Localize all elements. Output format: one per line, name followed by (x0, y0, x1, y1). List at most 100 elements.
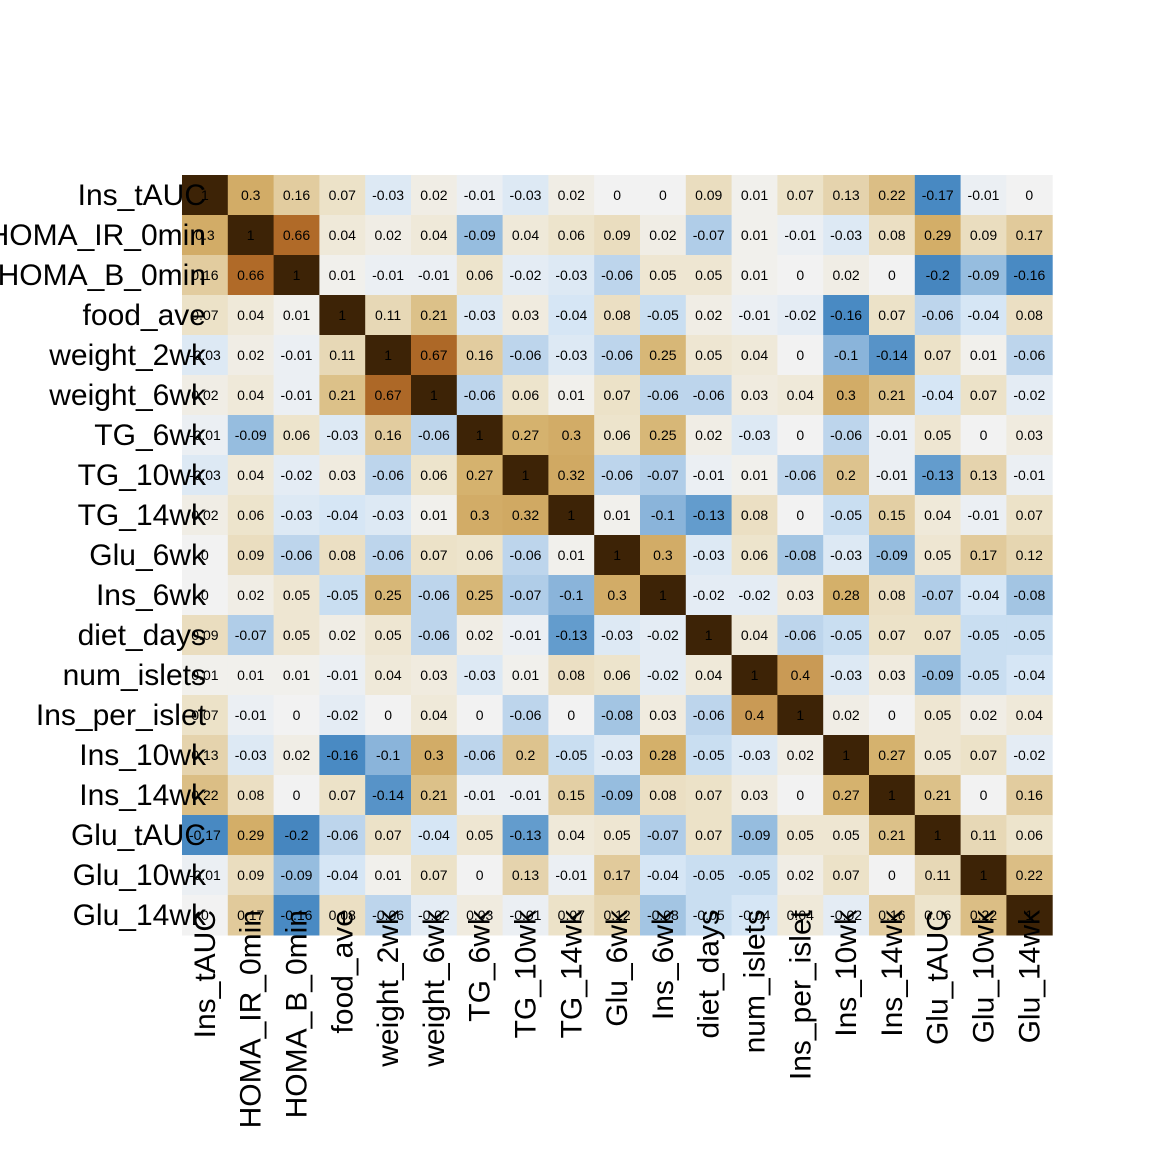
heatmap-cell-7-11 (685, 455, 733, 496)
heatmap-cell-1-1 (227, 215, 275, 256)
heatmap-cell-3-13 (777, 295, 824, 336)
heatmap-cell-8-16 (914, 495, 962, 536)
cell-value-label: 0.02 (283, 747, 310, 763)
row-label: Ins_6wk (96, 579, 207, 612)
heatmap-cell-11-8 (548, 615, 595, 656)
heatmap-cell-10-5 (411, 575, 458, 616)
heatmap-cell-2-17 (960, 255, 1007, 296)
cell-value-label: 0.11 (329, 347, 355, 363)
heatmap-cell-6-16 (914, 415, 962, 456)
cell-value-label: 0.02 (374, 227, 401, 243)
heatmap-cell-6-6 (456, 415, 504, 456)
cell-value-label: -0.14 (372, 787, 404, 803)
cell-value-label: 0.05 (924, 547, 951, 563)
column-label: Ins_tAUC (189, 910, 222, 1038)
heatmap-cell-9-12 (731, 535, 778, 576)
heatmap-cell-12-3 (319, 655, 366, 696)
heatmap-cell-14-3 (319, 735, 366, 776)
heatmap-cell-7-18 (1006, 455, 1053, 496)
cell-value-label: 0.02 (191, 507, 218, 523)
cell-value-label: 0.21 (420, 307, 447, 323)
cell-value-label: 0.06 (1016, 827, 1043, 843)
heatmap-cell-8-18 (1006, 495, 1053, 536)
heatmap-cell-14-15 (869, 735, 916, 776)
heatmap-cell-13-7 (502, 695, 549, 736)
heatmap-cell-3-2 (273, 295, 320, 336)
cell-value-label: 0.08 (1016, 307, 1043, 323)
cell-value-label: 0.05 (283, 587, 310, 603)
row-label: num_islets (63, 659, 206, 692)
cell-value-label: 0.04 (237, 307, 264, 323)
heatmap-cell-17-6 (456, 855, 504, 896)
cell-value-label: 0.17 (603, 867, 630, 883)
cell-value-label: 1 (522, 467, 530, 483)
cell-value-label: 0.09 (695, 187, 722, 203)
cell-value-label: -0.02 (830, 907, 862, 923)
heatmap-cell-11-16 (914, 615, 962, 656)
heatmap-cell-12-12 (731, 655, 778, 696)
heatmap-cell-16-3 (319, 815, 366, 856)
cell-value-label: 0.21 (329, 387, 356, 403)
heatmap-cell-4-13 (777, 335, 824, 376)
heatmap-cell-9-18 (1006, 535, 1053, 576)
heatmap-cell-5-13 (777, 375, 824, 416)
heatmap-cell-15-7 (502, 775, 549, 816)
heatmap-cell-7-7 (502, 455, 549, 496)
cell-value-label: 0 (888, 867, 896, 883)
heatmap-cell-12-9 (594, 655, 641, 696)
cell-value-label: 0.17 (1016, 227, 1043, 243)
heatmap-cell-16-1 (227, 815, 275, 856)
cell-value-label: -0.06 (418, 627, 450, 643)
row-label: Glu_tAUC (71, 819, 206, 852)
heatmap-cell-9-11 (685, 535, 733, 576)
column-label: food_ave (326, 910, 359, 1033)
heatmap-cell-9-4 (365, 535, 412, 576)
cell-value-label: -0.06 (372, 907, 404, 923)
cell-value-label: -0.08 (601, 707, 633, 723)
cell-value-label: 0 (980, 427, 988, 443)
cell-value-label: 0.01 (512, 667, 539, 683)
heatmap-cell-17-16 (914, 855, 962, 896)
cell-value-label: 0.08 (329, 907, 356, 923)
row-label: Ins_10wk (79, 739, 207, 772)
cell-value-label: -0.06 (784, 467, 816, 483)
cell-value-label: -0.05 (830, 507, 862, 523)
heatmap-cell-3-18 (1006, 295, 1053, 336)
heatmap-cell-12-7 (502, 655, 549, 696)
heatmap-cell-5-15 (869, 375, 916, 416)
heatmap-cell-2-16 (914, 255, 962, 296)
cell-value-label: -0.01 (326, 667, 358, 683)
heatmap-cell-15-13 (777, 775, 824, 816)
heatmap-cell-1-5 (411, 215, 458, 256)
cell-value-label: 0.02 (191, 387, 218, 403)
heatmap-cell-0-13 (777, 175, 824, 216)
cell-value-label: 0.22 (191, 787, 218, 803)
cell-value-label: 0.27 (832, 787, 859, 803)
heatmap-cell-10-11 (685, 575, 733, 616)
heatmap-cell-2-12 (731, 255, 778, 296)
cell-value-label: -0.01 (968, 507, 1000, 523)
cell-value-label: 0.07 (420, 547, 447, 563)
cell-value-label: 0.04 (695, 667, 722, 683)
heatmap-cell-12-16 (914, 655, 962, 696)
cell-value-label: 0.67 (420, 347, 447, 363)
row-label: Ins_tAUC (78, 179, 206, 212)
heatmap-cell-16-10 (640, 815, 687, 856)
cell-value-label: 0.66 (237, 267, 264, 283)
heatmap-cell-0-15 (869, 175, 916, 216)
cell-value-label: 0 (980, 787, 988, 803)
heatmap-cell-7-15 (869, 455, 916, 496)
heatmap-cell-5-17 (960, 375, 1007, 416)
row-label: Glu_10wk (73, 859, 207, 892)
heatmap-cell-15-1 (227, 775, 275, 816)
cell-value-label: 0.06 (420, 467, 447, 483)
cell-value-label: -0.03 (693, 547, 725, 563)
heatmap-cell-7-16 (914, 455, 962, 496)
cell-value-label: 0.01 (191, 667, 218, 683)
column-label: TG_14wk (555, 909, 588, 1038)
heatmap-cell-8-7 (502, 495, 549, 536)
heatmap-cell-11-11 (685, 615, 733, 656)
heatmap-cell-14-16 (914, 735, 962, 776)
cell-value-label: 0.01 (374, 867, 401, 883)
heatmap-cell-5-9 (594, 375, 641, 416)
